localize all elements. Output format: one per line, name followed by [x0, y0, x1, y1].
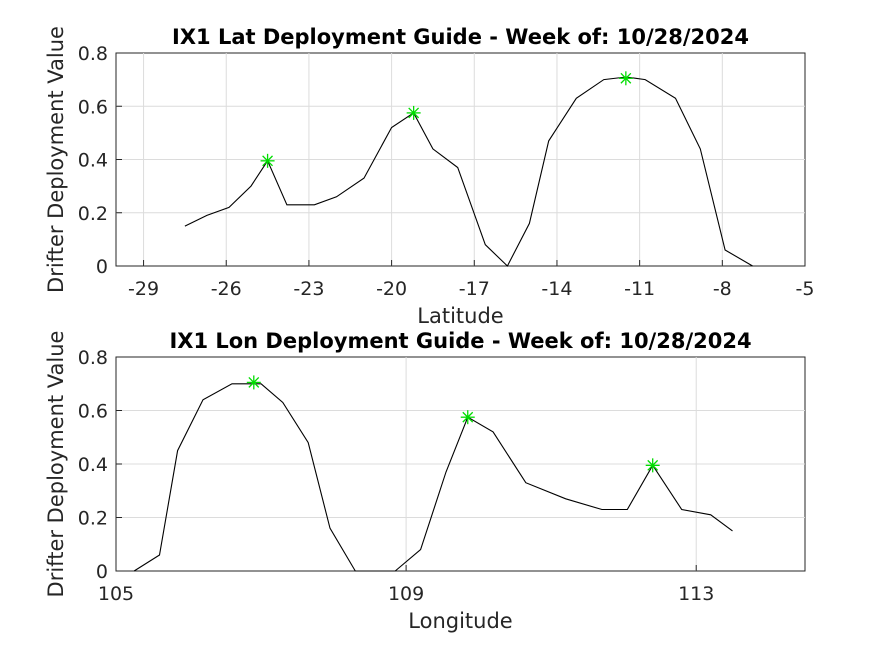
lat-x-tick-label: -11: [624, 278, 655, 300]
lon-chart-title: IX1 Lon Deployment Guide - Week of: 10/2…: [169, 329, 751, 353]
lon-x-axis-label: Longitude: [408, 609, 512, 633]
lon-x-tick-label: 109: [388, 583, 424, 605]
lat-x-axis-label: Latitude: [417, 304, 503, 328]
lat-x-tick-label: -26: [211, 278, 242, 300]
lat-x-tick-label: -29: [128, 278, 159, 300]
lat-x-tick-label: -8: [713, 278, 732, 300]
lat-y-tick-label: 0.4: [78, 150, 108, 172]
lon-y-tick-label: 0.4: [78, 454, 108, 476]
lat-y-tick-label: 0.8: [78, 43, 108, 65]
lat-y-axis-label: Drifter Deployment Value: [44, 26, 68, 293]
lon-y-tick-label: 0.2: [78, 508, 108, 530]
lat-x-tick-label: -5: [796, 278, 815, 300]
lon-ticks: 105 109 113 0 0.2 0.4 0.6 0.8: [78, 347, 715, 605]
lat-x-tick-label: -23: [293, 278, 324, 300]
lat-peak-marker: [618, 71, 633, 86]
lat-ticks: -29 -26 -23 -20 -17 -14 -11 -8 -5 0 0.2 0.4 0.6 0.8: [78, 43, 815, 300]
lat-x-tick-label: -20: [376, 278, 407, 300]
lat-y-tick-label: 0: [96, 256, 108, 278]
lat-grid: [116, 53, 805, 266]
lon-peak-marker: [246, 375, 261, 390]
lat-markers: [260, 71, 633, 168]
lon-x-tick-label: 105: [98, 583, 134, 605]
lat-peak-marker: [260, 153, 275, 168]
lon-y-axis-label: Drifter Deployment Value: [44, 331, 68, 598]
lon-chart: IX1 Lon Deployment Guide - Week of: 10/2…: [44, 329, 806, 633]
lat-y-tick-label: 0.6: [78, 96, 108, 118]
lat-chart-title: IX1 Lat Deployment Guide - Week of: 10/2…: [172, 25, 749, 49]
lon-series-line: [133, 383, 733, 572]
lon-y-tick-label: 0.8: [78, 347, 108, 369]
lon-x-tick-label: 113: [678, 583, 714, 605]
lon-y-tick-label: 0: [96, 561, 108, 583]
lat-x-tick-label: -14: [541, 278, 572, 300]
lon-series: [133, 383, 733, 572]
lon-markers: [246, 375, 660, 473]
lon-peak-marker: [460, 410, 475, 425]
lon-y-tick-label: 0.6: [78, 401, 108, 423]
lon-peak-marker: [645, 458, 660, 473]
lat-chart: IX1 Lat Deployment Guide - Week of: 10/2…: [44, 25, 814, 328]
lat-peak-marker: [406, 105, 421, 120]
lat-x-tick-label: -17: [459, 278, 490, 300]
lat-y-tick-label: 0.2: [78, 203, 108, 225]
lon-grid: [116, 357, 805, 571]
